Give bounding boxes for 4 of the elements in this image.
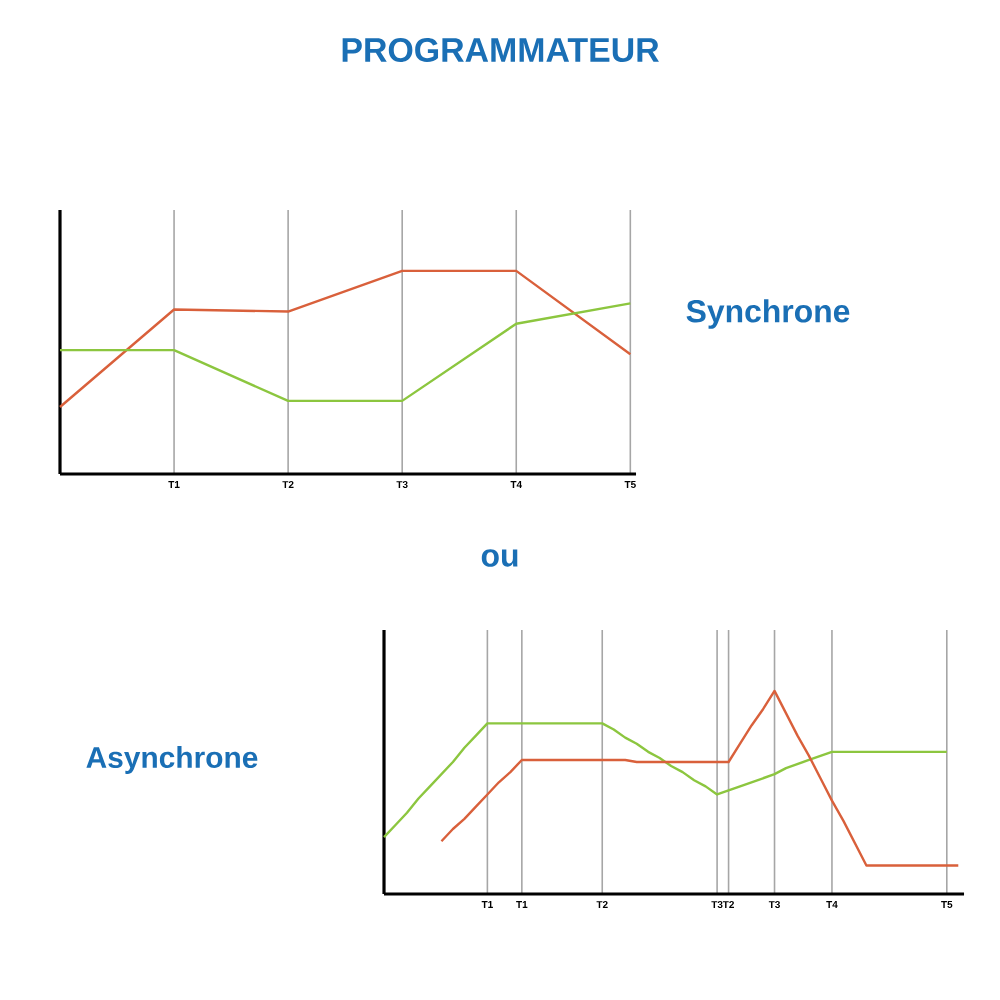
text: Asynchrone — [86, 746, 258, 774]
text: Synchrone — [686, 299, 850, 329]
text: ou — [481, 549, 518, 567]
chart-title: PROGRAMMATEUR — [342, 37, 659, 62]
